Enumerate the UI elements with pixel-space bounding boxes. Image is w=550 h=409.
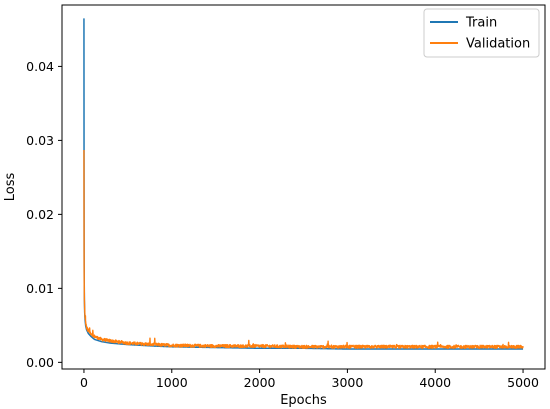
y-axis-label: Loss	[3, 173, 18, 202]
series-line-validation	[83, 150, 524, 349]
x-tick-label: 5000	[507, 375, 539, 390]
series-line-train	[83, 18, 524, 350]
plot-area	[61, 4, 546, 370]
legend-train-label: Train	[465, 16, 497, 31]
x-tick-label: 2000	[244, 375, 276, 390]
x-tick-label: 4000	[419, 375, 451, 390]
series-layer	[83, 18, 524, 350]
plot-frame	[61, 4, 546, 370]
y-tick-label: 0.03	[26, 133, 54, 148]
legend: Train Validation	[423, 8, 540, 58]
y-tick-label: 0.01	[26, 281, 54, 296]
y-tick-label: 0.04	[26, 59, 54, 74]
x-tick-label: 1000	[156, 375, 188, 390]
y-tick-label: 0.00	[26, 355, 54, 370]
y-tick-label: 0.02	[26, 207, 54, 222]
x-axis-ticks: 0 1000 2000 3000 4000 5000	[80, 369, 539, 390]
legend-validation-label: Validation	[466, 37, 530, 52]
x-axis-label: Epochs	[280, 393, 327, 408]
y-axis-ticks: 0.00 0.01 0.02 0.03 0.04	[26, 59, 62, 370]
x-tick-label: 0	[80, 375, 88, 390]
x-tick-label: 3000	[332, 375, 364, 390]
